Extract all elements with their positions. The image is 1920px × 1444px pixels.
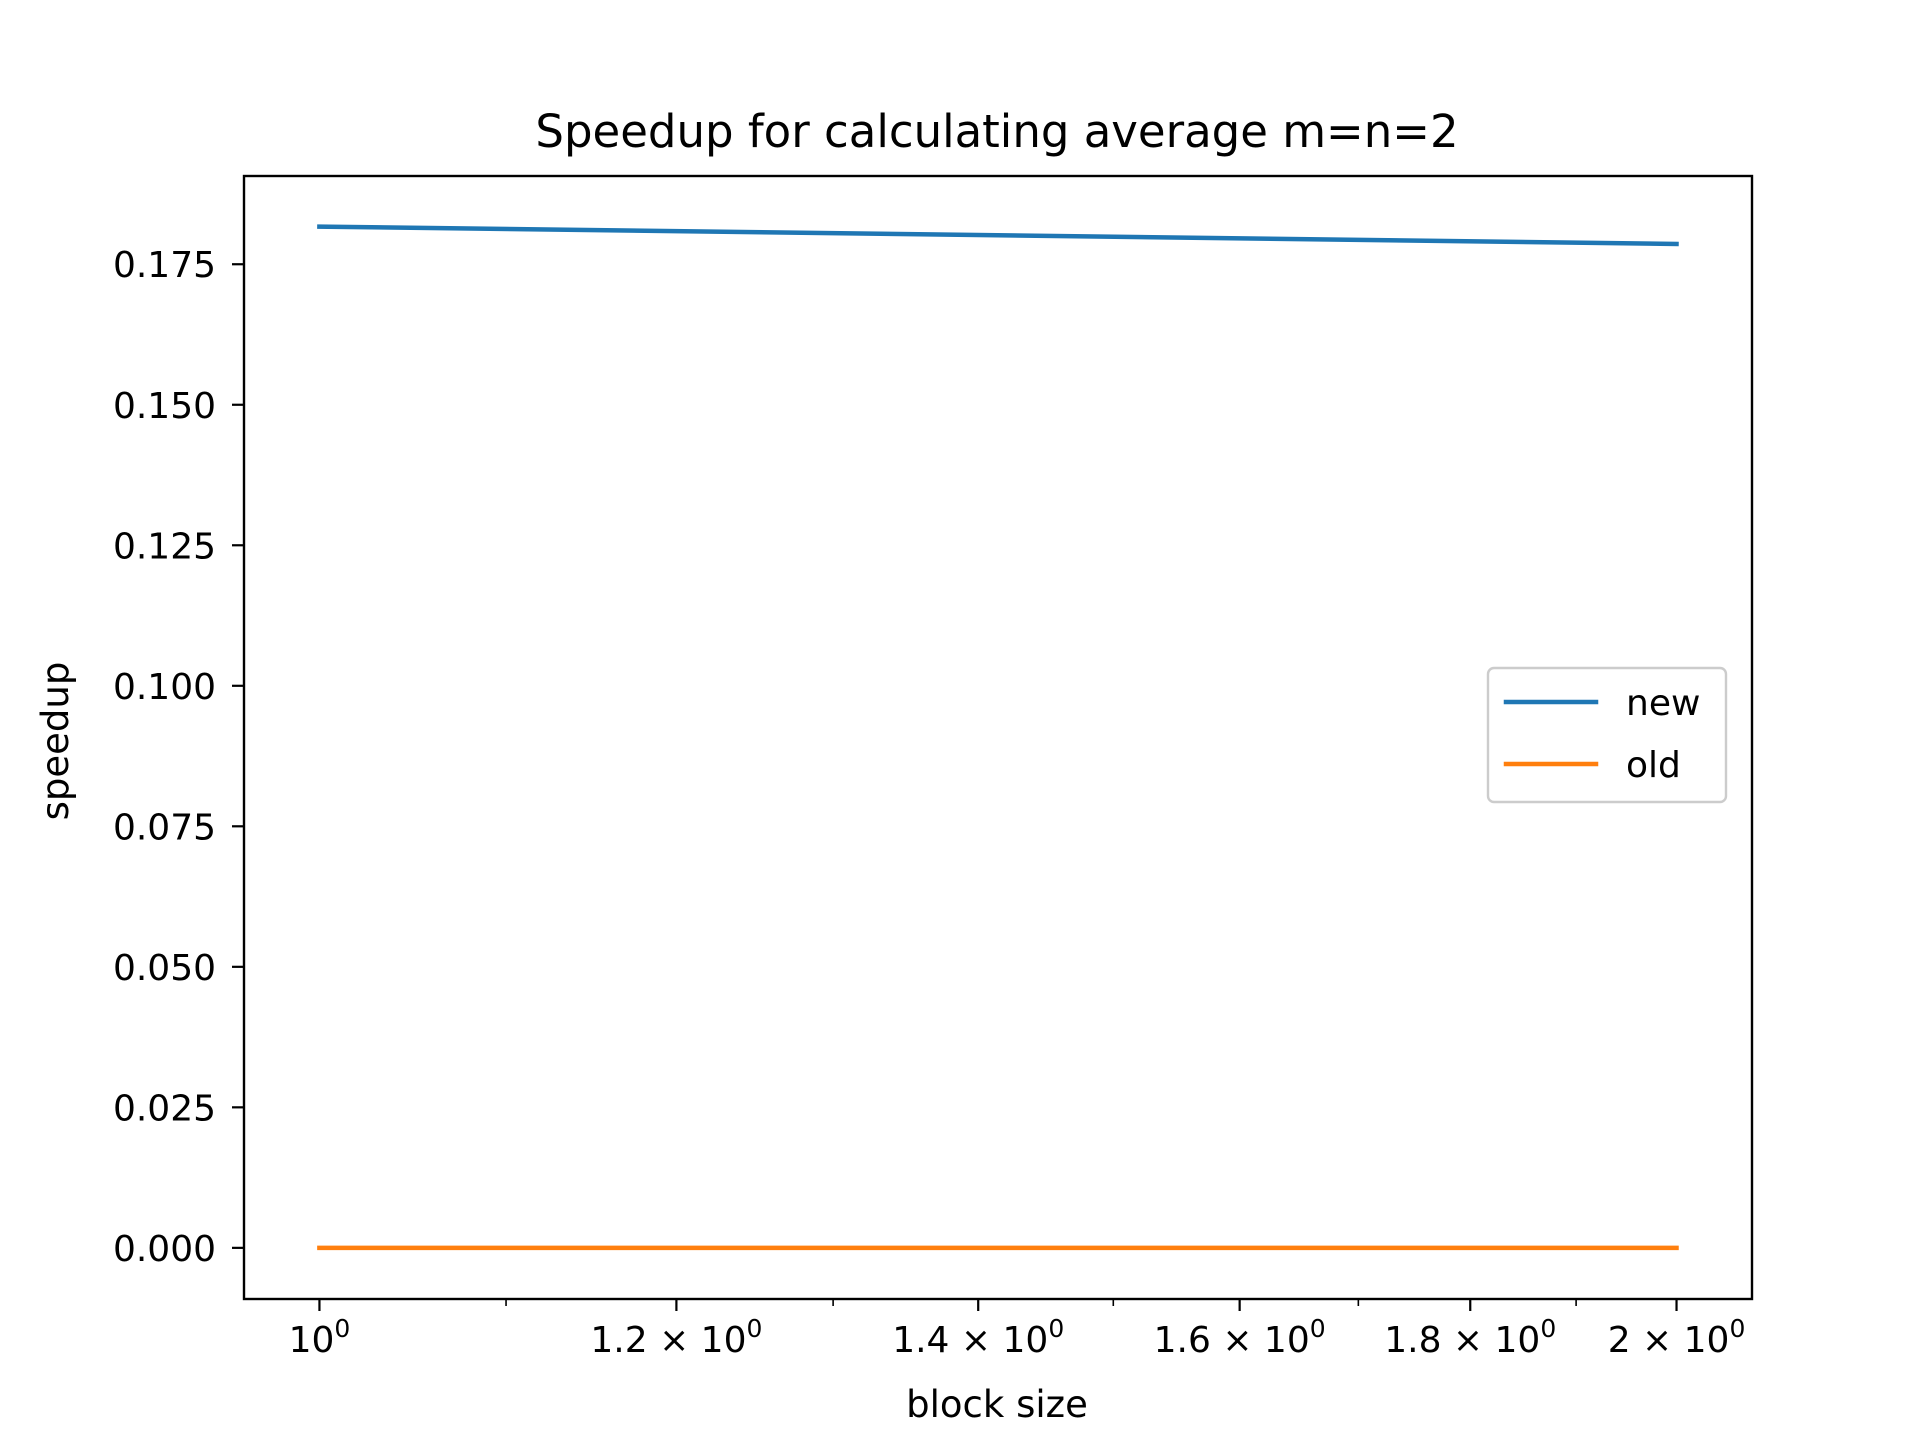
- y-tick-label-0: 0.000: [113, 1229, 216, 1270]
- x-axis-label: block size: [906, 1383, 1088, 1426]
- y-tick-label-4: 0.100: [113, 667, 216, 708]
- y-tick-label-5: 0.125: [113, 526, 216, 567]
- axes-frame: [242, 174, 1754, 1301]
- x-tick-label-2: 1.4 × 100: [892, 1314, 1064, 1361]
- chart-title: Speedup for calculating average m=n=2: [535, 105, 1458, 158]
- y-tick-label-6: 0.150: [113, 386, 216, 427]
- x-tick-label-5: 2 × 100: [1608, 1314, 1746, 1361]
- legend-label-old: old: [1626, 745, 1681, 786]
- x-tick-label-1: 1.2 × 100: [590, 1314, 762, 1361]
- y-tick-label-3: 0.075: [113, 807, 216, 848]
- legend-label-new: new: [1626, 683, 1700, 724]
- y-axis-label: speedup: [34, 662, 77, 821]
- axes-layer: 100 1.2 × 100 1.4 × 100 1.6 × 100 1.8 × 100 2…: [113, 174, 1754, 1361]
- series-line-new: [317, 224, 1679, 247]
- y-tick-label-7: 0.175: [113, 245, 216, 286]
- series-layer: [317, 224, 1679, 1251]
- x-tick-label-0: 100: [289, 1314, 351, 1361]
- x-tick-label-3: 1.6 × 100: [1154, 1314, 1326, 1361]
- y-tick-label-1: 0.025: [113, 1088, 216, 1129]
- legend: new old: [1486, 666, 1728, 804]
- y-tick-label-2: 0.050: [113, 948, 216, 989]
- x-tick-label-4: 1.8 × 100: [1384, 1314, 1556, 1361]
